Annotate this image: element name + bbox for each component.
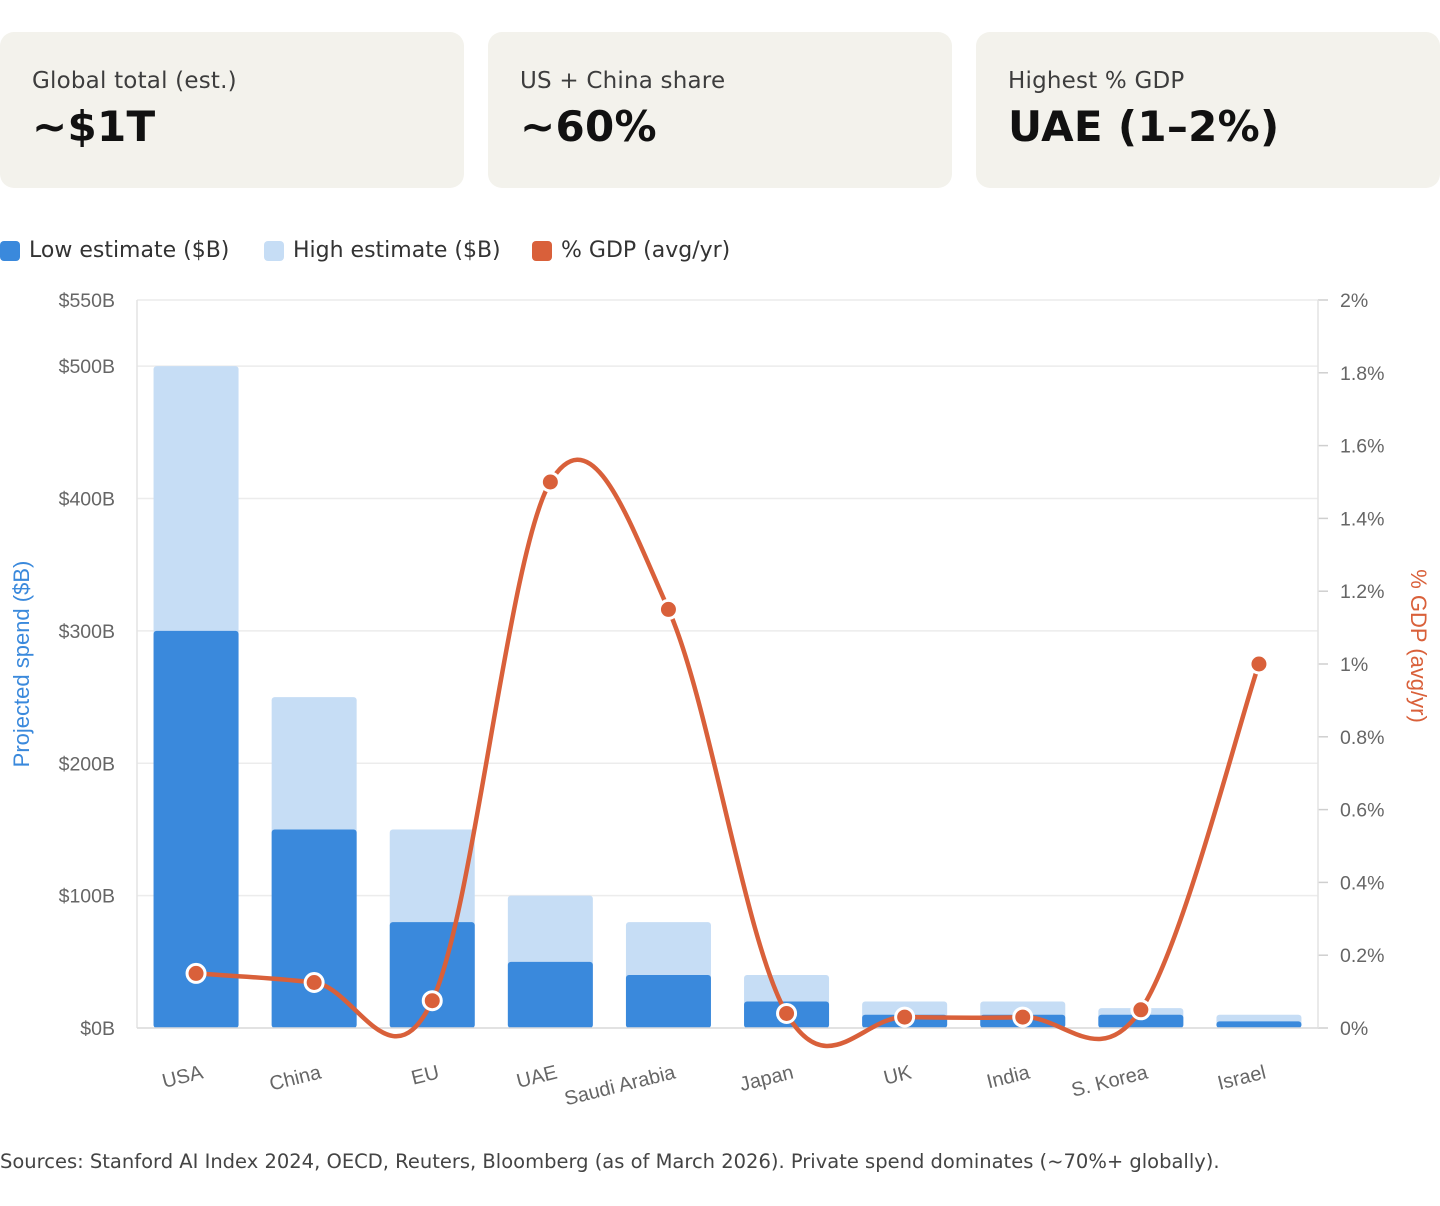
gdp-point (1130, 999, 1152, 1021)
x-tick-label: EU (409, 1062, 441, 1090)
legend-swatch-high (264, 240, 284, 261)
bar-low-estimate (1216, 1021, 1302, 1028)
legend-item-gdp[interactable]: % GDP (avg/yr) (532, 238, 730, 263)
stat-label: Global total (est.) (32, 68, 237, 94)
legend-label: Low estimate ($B) (29, 238, 230, 263)
gdp-point (185, 962, 207, 984)
spend-chart: $0B $100B $200B $300B $400B $500B $550B 0% 0.2% 0… (9, 290, 1431, 1110)
gdp-point (539, 471, 561, 493)
y2-tick-label: 1% (1340, 654, 1368, 676)
stat-value: ~60% (520, 102, 657, 151)
stat-value: ~$1T (32, 102, 156, 151)
y2-tick-label: 0.2% (1340, 945, 1384, 967)
x-tick-label: UK (882, 1061, 915, 1089)
y-tick-label: $500B (59, 356, 115, 378)
legend-item-low-estimate[interactable]: Low estimate ($B) (0, 238, 229, 263)
legend-item-high-estimate[interactable]: High estimate ($B) (264, 238, 501, 263)
y-tick-label: $200B (59, 753, 115, 775)
gdp-line (195, 457, 1262, 1049)
stat-card-highest-gdp: Highest % GDP UAE (1–2%) (976, 32, 1440, 188)
stat-card-us-china-share: US + China share ~60% (488, 32, 952, 188)
x-tick-label: India (985, 1061, 1033, 1093)
y2-tick-label: 1.4% (1340, 508, 1384, 530)
bar-low-estimate (389, 922, 475, 1028)
y-tick-label: $300B (59, 621, 115, 643)
y2-axis-title: % GDP (avg/yr) (1406, 569, 1431, 723)
gdp-point (303, 972, 325, 993)
legend-label: % GDP (avg/yr) (561, 238, 731, 263)
y2-tick-label: 1.6% (1340, 436, 1384, 458)
gdp-point (421, 990, 443, 1012)
x-tick-label: UAE (514, 1062, 559, 1093)
x-tick-label: Saudi Arabia (562, 1061, 678, 1110)
stat-value: UAE (1–2%) (1008, 102, 1280, 151)
y-tick-label: $400B (59, 489, 115, 511)
y2-tick-label: 1.8% (1340, 363, 1384, 385)
sources-footnote: Sources: Stanford AI Index 2024, OECD, R… (0, 1150, 1220, 1173)
y-tick-label: $550B (59, 290, 115, 312)
stat-label: US + China share (520, 68, 726, 94)
y-tick-label: $100B (59, 886, 115, 908)
stat-card-global-total: Global total (est.) ~$1T (0, 32, 464, 188)
legend-label: High estimate ($B) (293, 238, 501, 263)
y2-tick-label: 2% (1340, 290, 1368, 312)
bar-low-estimate (507, 961, 593, 1028)
y2-tick-label: 1.2% (1340, 581, 1384, 603)
x-tick-label: USA (160, 1061, 206, 1092)
y2-tick-label: 0% (1340, 1018, 1368, 1040)
x-tick-label: S. Korea (1069, 1061, 1151, 1101)
gdp-point (776, 1002, 798, 1024)
y2-tick-label: 0.8% (1340, 727, 1384, 749)
y-axis-title: Projected spend ($B) (9, 561, 34, 768)
gdp-point (1012, 1006, 1034, 1028)
x-tick-label: Japan (738, 1062, 796, 1097)
y-tick-label: $0B (80, 1018, 115, 1040)
bar-low-estimate (1098, 1014, 1184, 1028)
stat-cards: Global total (est.) ~$1T US + China shar… (0, 32, 1440, 188)
y2-tick-label: 0.4% (1340, 872, 1384, 894)
bar-low-estimate (153, 630, 239, 1028)
legend-swatch-gdp (532, 240, 552, 261)
legend-swatch-low (0, 240, 20, 261)
x-tick-label: China (267, 1061, 324, 1095)
gdp-point (1248, 653, 1270, 675)
bar-low-estimate (625, 975, 711, 1028)
y2-tick-label: 0.6% (1340, 800, 1384, 822)
gdp-point (657, 598, 679, 620)
stat-label: Highest % GDP (1008, 68, 1185, 94)
x-tick-label: Israel (1215, 1062, 1268, 1095)
gdp-point (894, 1006, 916, 1028)
